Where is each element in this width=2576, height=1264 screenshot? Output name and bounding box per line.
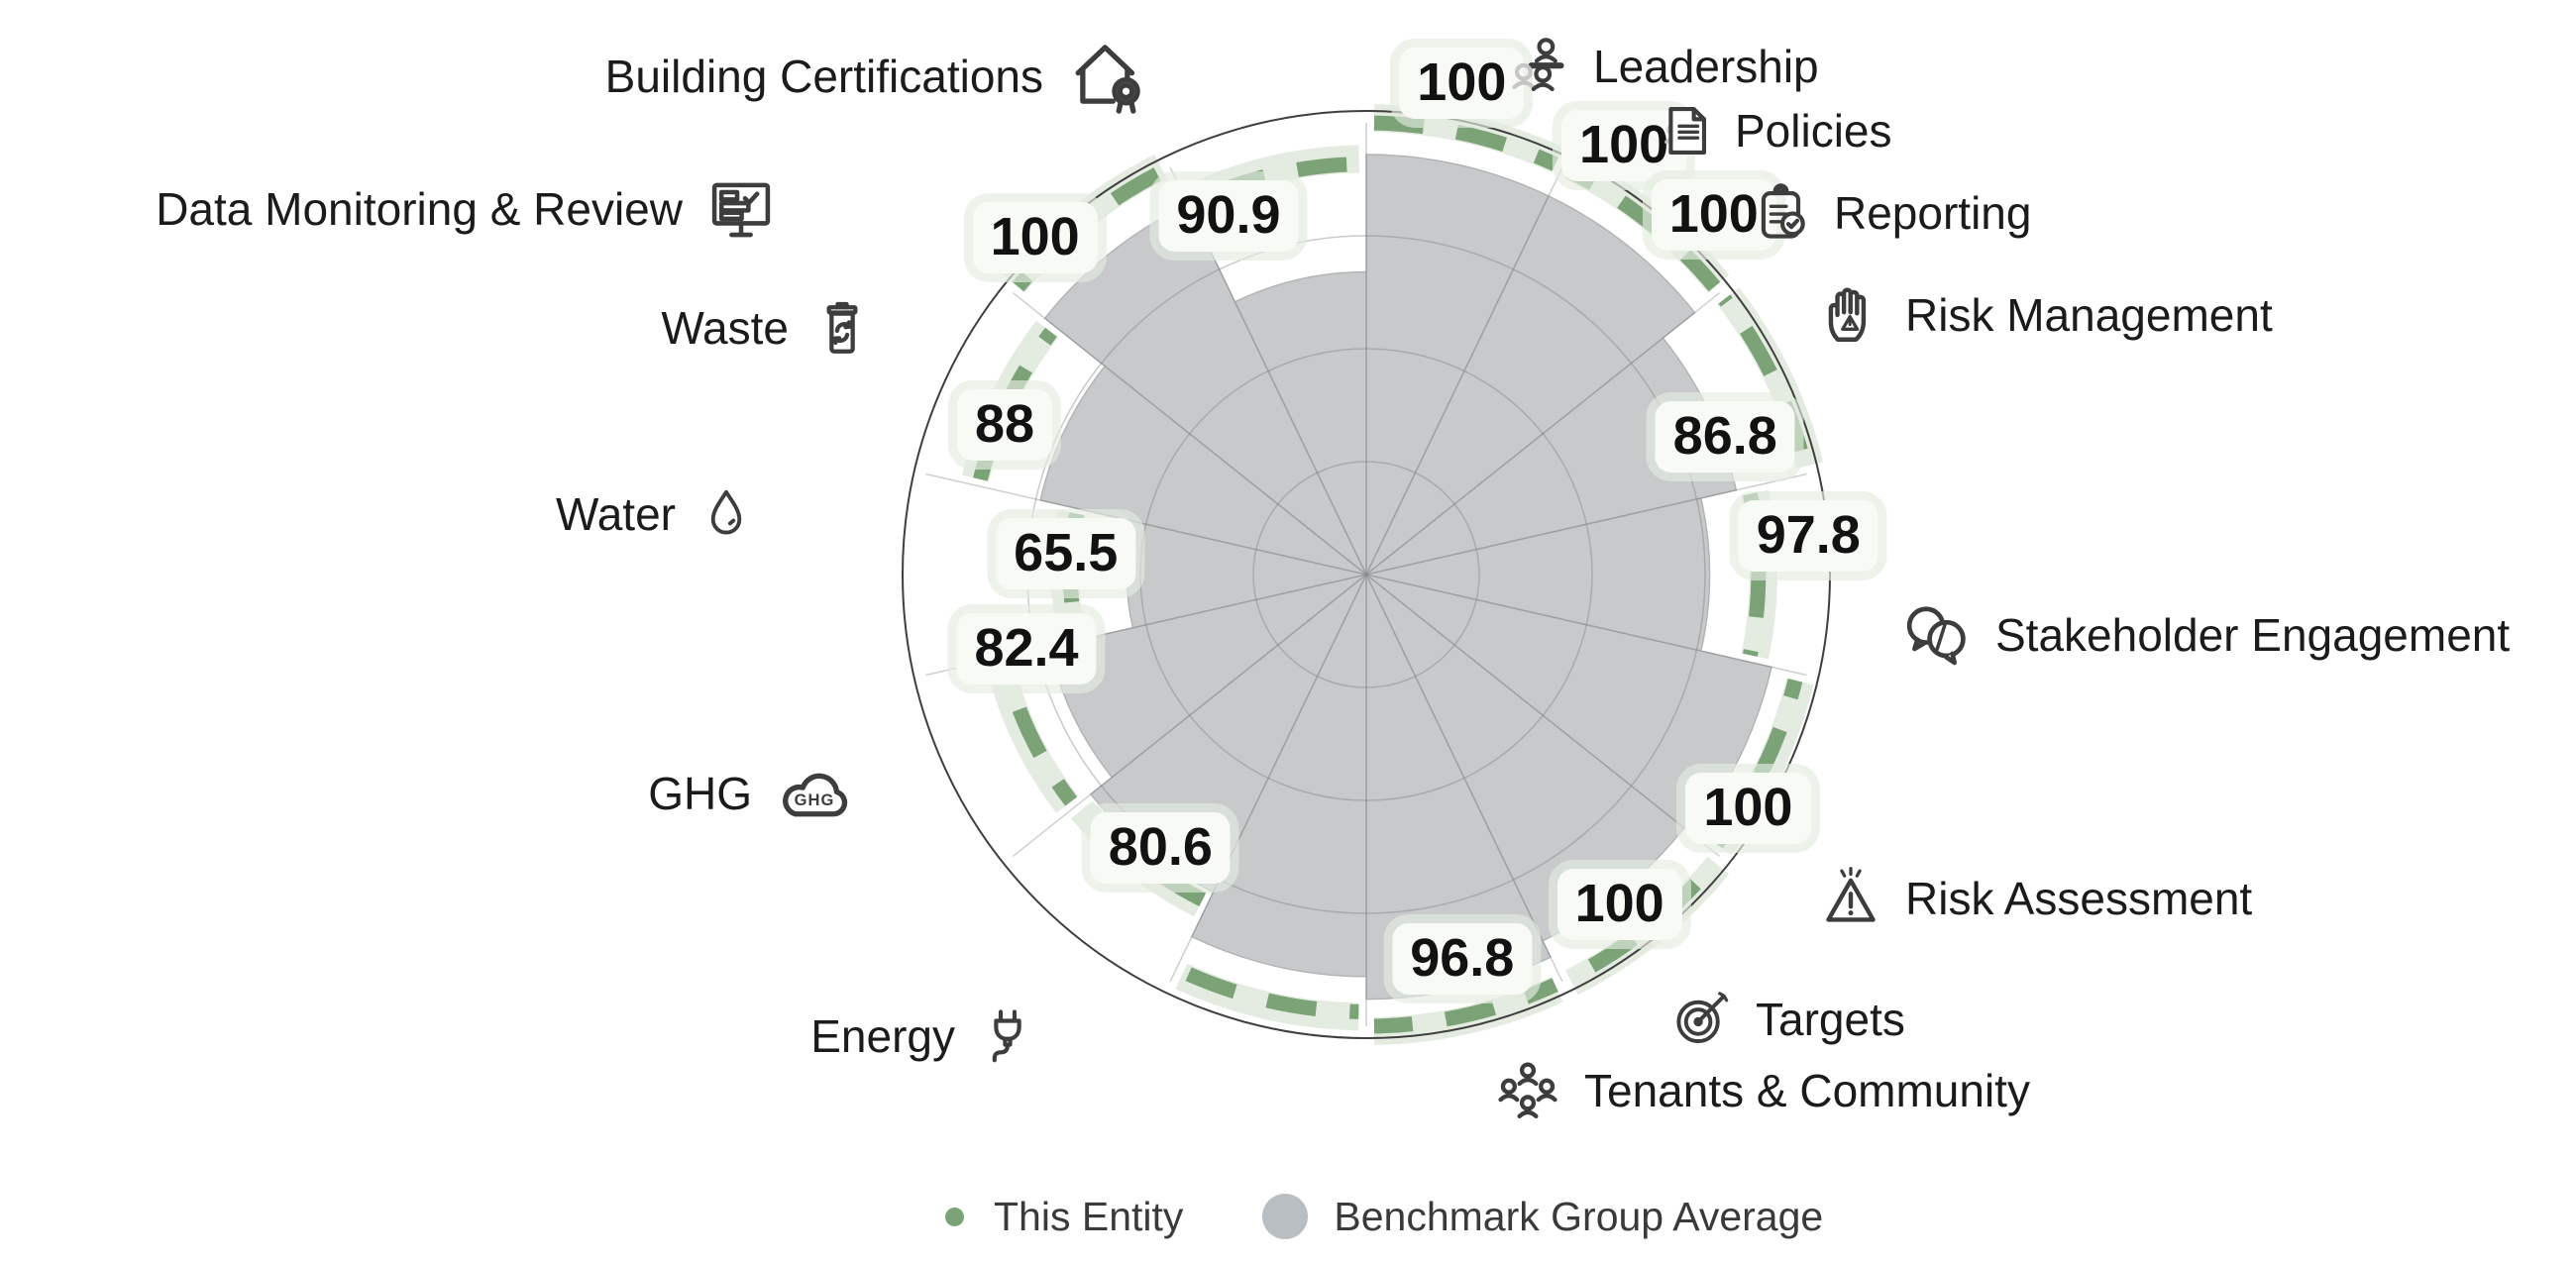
- category-text: Targets: [1756, 994, 1905, 1045]
- legend-this-entity-swatch: [945, 1207, 964, 1226]
- hand-warning-icon: [1828, 287, 1867, 342]
- category-label-targets: Targets: [1670, 974, 1905, 1065]
- speech-bubbles-icon: [1906, 606, 1966, 666]
- people-group-icon: [1498, 1062, 1557, 1118]
- category-text: Risk Management: [1905, 289, 2273, 341]
- outer-axis-circle: [902, 110, 1831, 1039]
- spoke-data-monitoring-review: [1013, 292, 1367, 576]
- legend-this-entity-label: This Entity: [994, 1193, 1184, 1239]
- category-text: Reporting: [1834, 187, 2032, 239]
- entity-arc-ghg: [997, 662, 1078, 806]
- category-label-risk-management: Risk Management: [1818, 269, 2273, 361]
- spoke-risk-management: [1365, 473, 1807, 576]
- category-text: Policies: [1735, 105, 1892, 157]
- org-person-icon: [1512, 37, 1564, 91]
- category-label-stakeholder-engagement: Stakeholder Engagement: [1898, 589, 2510, 681]
- category-label-leadership: Leadership: [1504, 21, 1819, 112]
- category-label-ghg: GHG GHG: [648, 748, 853, 839]
- category-label-water: Water: [556, 469, 755, 560]
- entity-arc-energy: [1079, 801, 1207, 907]
- spoke-waste: [925, 473, 1367, 576]
- category-text: Tenants & Community: [1584, 1065, 2030, 1116]
- document-icon: [1664, 106, 1707, 156]
- spoke-reporting: [1365, 292, 1720, 576]
- benchmark-wedge-policies: [1365, 194, 1696, 576]
- category-label-waste: Waste: [661, 282, 874, 373]
- legend-benchmark-swatch: [1262, 1194, 1309, 1239]
- entity-arc-reporting: [1718, 294, 1813, 469]
- category-text: Data Monitoring & Review: [156, 183, 683, 235]
- grid-ring-25: [1252, 461, 1480, 688]
- plug-icon: [992, 1009, 1021, 1063]
- clipboard-check-icon: [1761, 183, 1805, 239]
- category-text: GHG: [648, 768, 752, 819]
- category-label-building-certifications: Building Certifications: [605, 31, 1150, 122]
- spoke-ghg: [1013, 574, 1367, 857]
- category-text: Energy: [810, 1010, 955, 1062]
- category-text: Waste: [661, 302, 789, 354]
- warning-triangle-icon: [1826, 867, 1876, 922]
- category-text: Building Certifications: [604, 51, 1043, 102]
- spoke-targets: [1365, 574, 1563, 983]
- category-label-data-monitoring-review: Data Monitoring & Review: [156, 163, 778, 255]
- benchmark-wedge-waste: [1039, 365, 1367, 576]
- legend-benchmark-label: Benchmark Group Average: [1334, 1193, 1824, 1239]
- benchmark-wedge-leadership: [1365, 154, 1550, 576]
- category-text: Risk Assessment: [1905, 873, 2253, 924]
- benchmark-wedge-tenants-community: [1190, 574, 1367, 978]
- category-label-tenants-community: Tenants & Community: [1493, 1045, 2030, 1136]
- entity-arc-building-certifications: [1191, 157, 1359, 209]
- category-text: Stakeholder Engagement: [1995, 609, 2511, 661]
- category-label-reporting: Reporting: [1751, 167, 2031, 259]
- grid-ring-50: [1139, 348, 1593, 801]
- category-label-policies: Policies: [1652, 85, 1892, 176]
- legend: This Entity Benchmark Group Average: [945, 1181, 1823, 1252]
- recycle-bin-icon: [826, 301, 858, 354]
- benchmark-wedge-building-certifications: [1234, 270, 1367, 576]
- dartboard-icon: [1676, 992, 1729, 1044]
- spoke-energy: [1169, 574, 1367, 983]
- category-text: Water: [556, 488, 676, 540]
- spoke-policies: [1365, 166, 1563, 576]
- entity-arc-tenants-community: [1180, 965, 1359, 1019]
- entity-arc-leadership: [1373, 115, 1558, 171]
- droplet-icon: [710, 489, 742, 535]
- spoke-stakeholder-engagement: [1365, 574, 1807, 677]
- entity-arc-targets: [1373, 978, 1558, 1034]
- ghg-cloud-icon: GHG: [783, 773, 848, 816]
- category-label-risk-assessment: Risk Assessment: [1818, 853, 2252, 944]
- spoke-risk-assessment: [1365, 574, 1720, 857]
- benchmark-wedge-risk-management: [1365, 497, 1711, 652]
- category-text: Leadership: [1593, 41, 1819, 92]
- presentation-board-icon: [711, 182, 771, 238]
- house-certificate-icon: [1075, 45, 1140, 114]
- ghg-icon-text: GHG: [795, 790, 835, 809]
- category-label-energy: Energy: [810, 991, 1038, 1082]
